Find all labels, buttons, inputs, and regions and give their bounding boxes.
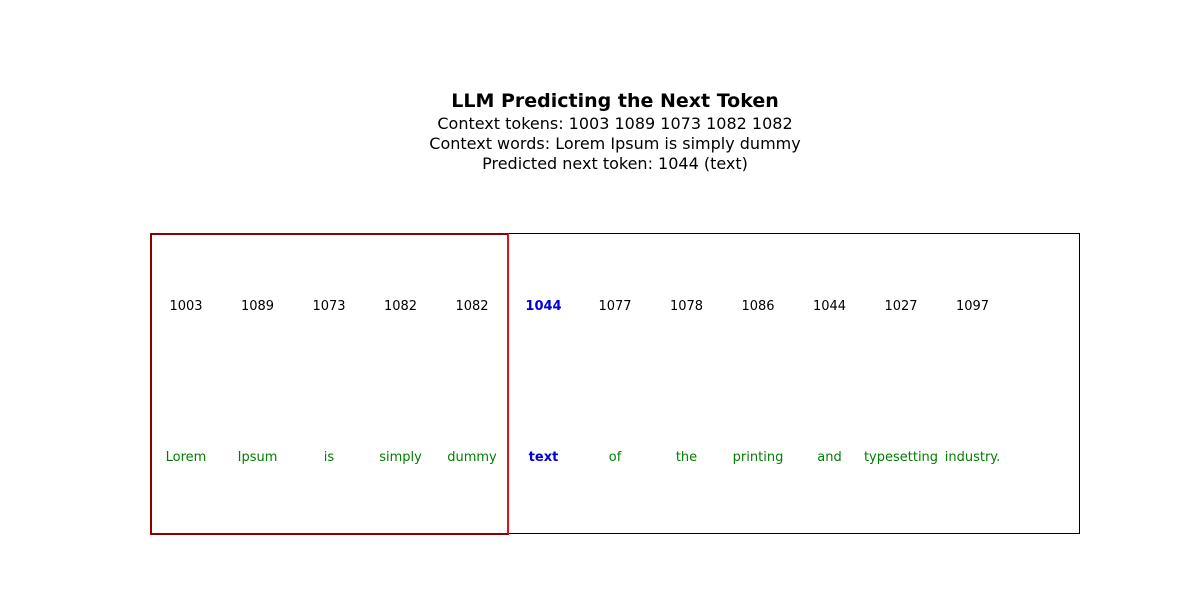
token-id: 1082 <box>455 299 489 314</box>
token-id: 1073 <box>312 299 346 314</box>
subtitle-predicted-token: Predicted next token: 1044 (text) <box>482 154 748 173</box>
token-id: 1097 <box>955 299 990 314</box>
title-block: LLM Predicting the Next Token Context to… <box>0 88 1200 174</box>
token-id: 1027 <box>884 299 918 314</box>
token-id: 1077 <box>598 299 632 314</box>
token-word: the <box>675 450 698 465</box>
predicted-token-id: 1044 <box>525 299 562 314</box>
token-word: Ipsum <box>237 450 278 465</box>
token-id: 1044 <box>812 299 847 314</box>
token-word: typesetting <box>863 450 939 465</box>
token-id: 1086 <box>741 299 775 314</box>
token-word: simply <box>379 450 422 465</box>
token-word: dummy <box>447 450 497 465</box>
token-id: 1089 <box>240 299 275 314</box>
token-word: Lorem <box>165 450 207 465</box>
token-word: is <box>323 450 335 465</box>
diagram-title: LLM Predicting the Next Token <box>451 90 779 112</box>
token-word: and <box>817 450 842 465</box>
token-id: 1078 <box>669 299 704 314</box>
token-id: 1003 <box>169 299 203 314</box>
token-word: industry. <box>944 450 1001 465</box>
subtitle-context-words: Context words: Lorem Ipsum is simply dum… <box>429 134 801 153</box>
token-id: 1082 <box>383 299 418 314</box>
token-sequence-frame <box>150 233 1080 534</box>
token-word: printing <box>732 450 784 465</box>
subtitle-context-tokens: Context tokens: 1003 1089 1073 1082 1082 <box>437 114 793 133</box>
predicted-token-word: text <box>528 450 559 465</box>
token-word: of <box>608 450 622 465</box>
